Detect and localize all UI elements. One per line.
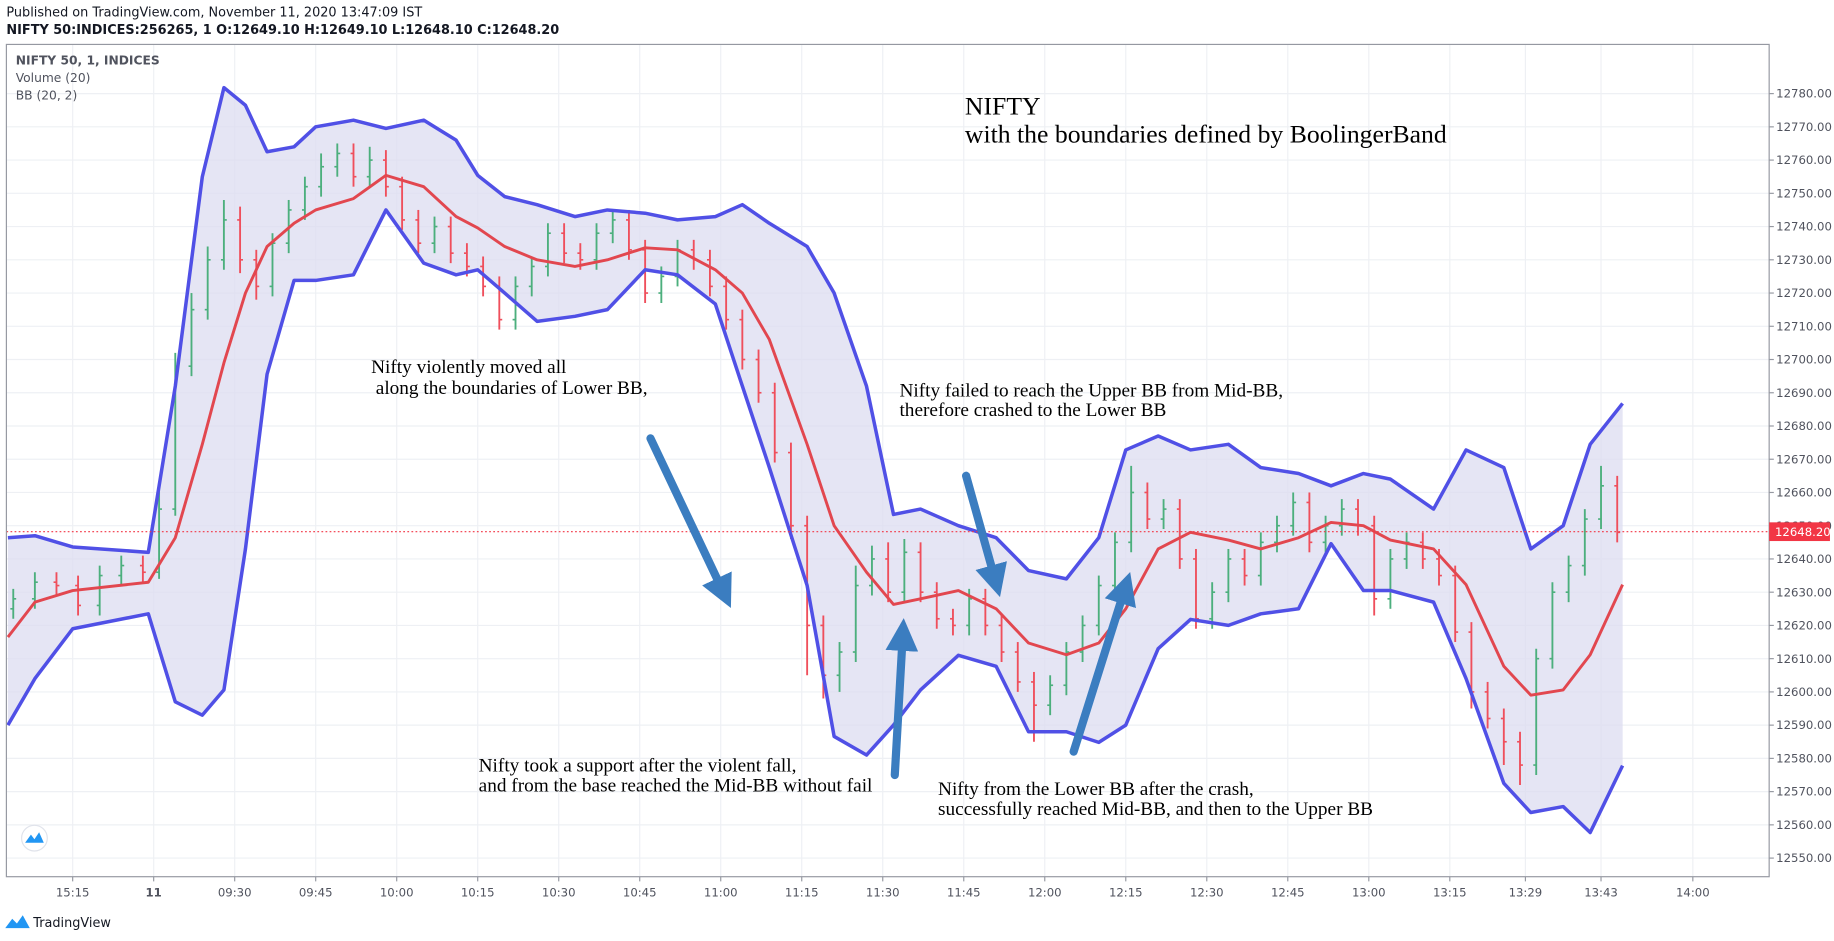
x-tick-label: 13:43	[1584, 886, 1618, 900]
legend-symbol: NIFTY 50, 1, INDICES	[16, 53, 160, 67]
x-tick-label: 11:45	[947, 886, 981, 900]
annotation: Nifty violently moved all	[371, 357, 566, 378]
y-tick-label: 12730.00	[1776, 253, 1832, 267]
upper-band	[7, 85, 1624, 581]
x-tick-label: 15:15	[56, 886, 90, 900]
y-tick-label: 12600.00	[1776, 685, 1832, 699]
x-tick-label: 10:30	[542, 886, 576, 900]
arrow	[962, 471, 1007, 598]
last-price-label: 12648.20	[1775, 525, 1831, 539]
y-tick-label: 12620.00	[1776, 619, 1832, 633]
annotation: and from the base reached the Mid-BB wit…	[479, 775, 873, 796]
x-tick-label: 10:45	[623, 886, 657, 900]
y-tick-label: 12640.00	[1776, 552, 1832, 566]
annotation: along the boundaries of Lower BB,	[376, 378, 648, 399]
basis-line	[6, 173, 1624, 697]
y-tick-label: 12590.00	[1776, 718, 1832, 732]
x-tick-label: 10:00	[380, 886, 414, 900]
y-tick-label: 12580.00	[1776, 751, 1832, 765]
annotation: successfully reached Mid-BB, and then to…	[938, 799, 1373, 820]
x-tick-label: 09:45	[299, 886, 333, 900]
y-tick-label: 12610.00	[1776, 652, 1832, 666]
y-tick-label: 12750.00	[1776, 186, 1832, 200]
x-tick-label: 11:00	[704, 886, 738, 900]
x-tick-label: 11:15	[785, 886, 819, 900]
y-tick-label: 12700.00	[1776, 353, 1832, 367]
chart-subtitle: with the boundaries defined by Boolinger…	[965, 120, 1447, 149]
y-tick-label: 12670.00	[1776, 452, 1832, 466]
annotation: therefore crashed to the Lower BB	[899, 400, 1166, 421]
x-tick-label: 13:29	[1509, 886, 1543, 900]
annotation: Nifty took a support after the violent f…	[479, 756, 797, 777]
x-tick-label: 13:00	[1352, 886, 1386, 900]
plot-frame	[5, 43, 1770, 878]
y-tick-label: 12770.00	[1776, 120, 1832, 134]
arrows	[646, 434, 1136, 780]
x-tick-label: 13:15	[1433, 886, 1467, 900]
x-tick-label: 10:15	[461, 886, 495, 900]
y-tick-label: 12740.00	[1776, 220, 1832, 234]
y-tick-label: 12660.00	[1776, 486, 1832, 500]
y-tick-label: 12720.00	[1776, 286, 1832, 300]
x-tick-label: 12:45	[1271, 886, 1305, 900]
last-price-box	[1769, 522, 1830, 542]
y-tick-label: 12710.00	[1776, 319, 1832, 333]
y-tick-label: 12760.00	[1776, 153, 1832, 167]
x-tick-label: 12:30	[1190, 886, 1224, 900]
y-tick-label: 12780.00	[1776, 87, 1832, 101]
chart-title: NIFTY	[965, 92, 1041, 121]
y-tick-label: 12680.00	[1776, 419, 1832, 433]
y-tick-label: 12550.00	[1776, 851, 1832, 865]
x-tick-label: 12:00	[1028, 886, 1062, 900]
arrow	[646, 434, 732, 608]
x-tick-label: 12:15	[1109, 886, 1143, 900]
band-fill	[7, 87, 1623, 833]
annotation: Nifty failed to reach the Upper BB from …	[899, 380, 1283, 401]
y-tick-label: 12630.00	[1776, 585, 1832, 599]
annotation: Nifty from the Lower BB after the crash,	[938, 779, 1254, 800]
x-tick-label: 11:30	[866, 886, 900, 900]
brand: TradingView	[32, 916, 111, 931]
y-tick-label: 12570.00	[1776, 785, 1832, 799]
legend-volume: Volume (20)	[16, 71, 91, 85]
y-tick-label: 12690.00	[1776, 386, 1832, 400]
watermark-logo	[21, 824, 48, 852]
published-line: Published on TradingView.com, November 1…	[6, 5, 422, 20]
legend-bb: BB (20, 2)	[16, 88, 78, 102]
x-tick-label: 11	[146, 886, 162, 900]
arrow	[885, 618, 919, 780]
plot	[6, 85, 1770, 835]
symbol-line: NIFTY 50:INDICES:256265, 1 O:12649.10 H:…	[6, 23, 559, 38]
x-tick-label: 09:30	[218, 886, 252, 900]
axes: 12550.00 12560.00 12570.00 12580.00 12590.00…	[56, 87, 1832, 900]
lower-band	[6, 208, 1625, 835]
footer-logo	[5, 915, 30, 929]
x-tick-label: 14:00	[1676, 886, 1710, 900]
arrow	[1069, 571, 1136, 756]
y-tick-label: 12560.00	[1776, 818, 1832, 832]
